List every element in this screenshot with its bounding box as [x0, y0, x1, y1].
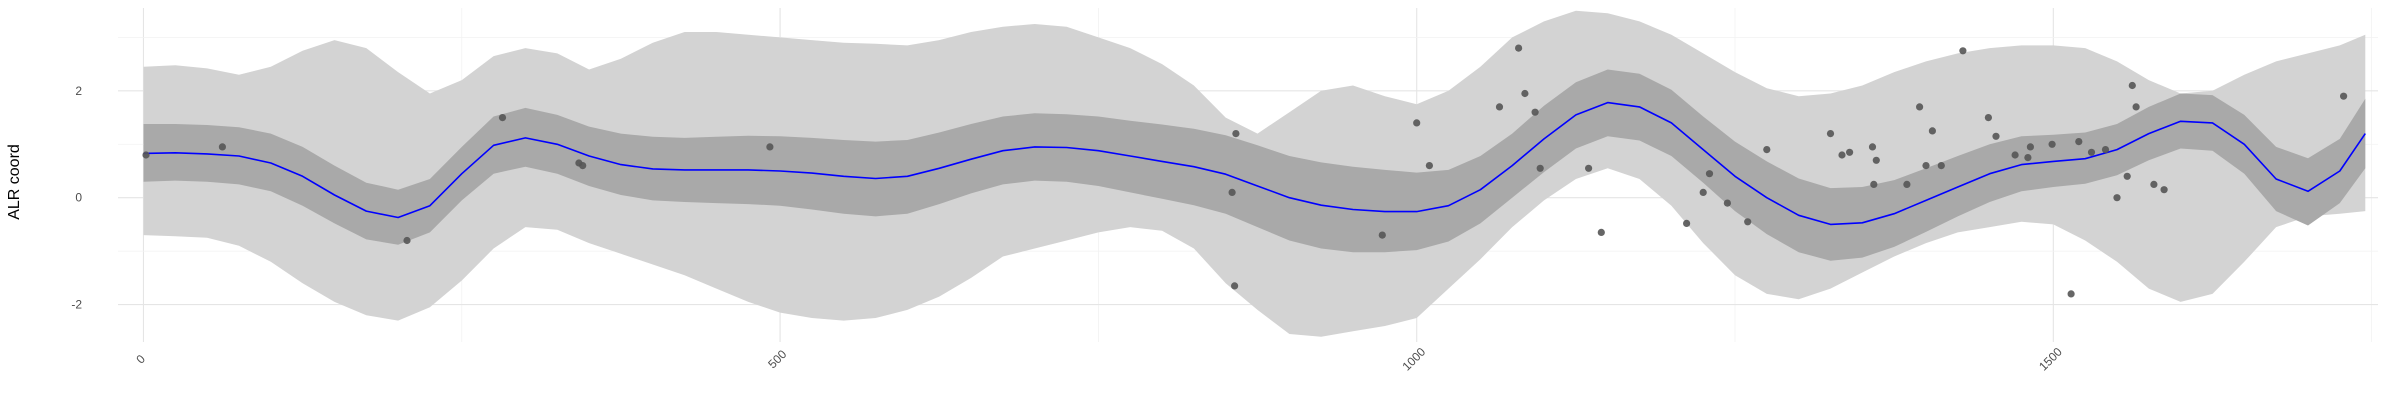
data-point	[1228, 188, 1236, 196]
data-point	[2011, 151, 2019, 159]
data-point	[498, 114, 507, 122]
data-point	[1232, 130, 1240, 138]
data-point	[2340, 92, 2348, 100]
data-point	[2132, 103, 2140, 111]
data-point	[2024, 154, 2032, 162]
data-point	[1928, 127, 1936, 135]
data-point	[1536, 164, 1544, 172]
data-point	[2160, 186, 2168, 194]
x-tick-label: 500	[765, 347, 789, 371]
y-axis-label: ALR coord	[6, 144, 23, 220]
data-point	[2087, 148, 2096, 156]
data-point	[1515, 44, 1523, 52]
data-point	[1231, 282, 1239, 290]
data-point	[2113, 194, 2121, 202]
data-point	[218, 143, 226, 151]
y-tick-label: 2	[75, 84, 82, 98]
data-point	[1838, 151, 1846, 159]
data-point	[1705, 170, 1714, 178]
data-point	[1585, 164, 1593, 172]
data-point	[2128, 81, 2136, 90]
data-point	[1937, 162, 1945, 170]
data-point	[403, 236, 411, 245]
data-point	[1597, 228, 1605, 236]
data-point	[1744, 218, 1752, 226]
data-point	[1992, 132, 2000, 140]
data-point	[579, 162, 587, 170]
x-tick-label: 1000	[1399, 345, 1428, 374]
data-point	[142, 151, 150, 159]
data-point	[2150, 180, 2158, 188]
data-point	[1723, 199, 1731, 207]
data-point	[2123, 172, 2131, 180]
data-point	[1763, 146, 1771, 154]
x-tick-label: 0	[133, 352, 148, 367]
data-point	[1984, 114, 1992, 122]
data-point	[1872, 156, 1880, 164]
mean-line	[143, 101, 2366, 226]
data-point	[1903, 180, 1911, 188]
data-point	[1495, 103, 1504, 111]
data-point	[2101, 146, 2110, 154]
inner-interval-band	[143, 69, 2366, 261]
data-point	[1916, 103, 1924, 111]
mean-line-path	[143, 101, 2366, 226]
data-point	[1531, 108, 1539, 116]
y-axis-ticks: -2 0 2	[71, 84, 82, 312]
y-tick-label: -2	[71, 298, 82, 312]
data-point	[1922, 162, 1930, 170]
data-point	[1959, 47, 1967, 55]
x-axis-ticks: 0 500 1000 1500	[133, 345, 2065, 374]
data-point	[766, 143, 774, 151]
data-point	[1378, 231, 1386, 239]
data-point	[1846, 148, 1854, 156]
data-point	[1425, 162, 1433, 170]
data-point	[2067, 290, 2075, 298]
y-tick-label: 0	[75, 191, 82, 205]
data-point	[1870, 180, 1878, 188]
data-point	[2048, 140, 2056, 148]
data-point	[2026, 143, 2034, 151]
data-point	[1413, 119, 1421, 127]
data-point	[1521, 89, 1529, 98]
x-tick-label: 1500	[2036, 345, 2065, 374]
data-point	[2075, 138, 2083, 146]
data-point	[1699, 188, 1707, 196]
inner-band-area	[143, 69, 2366, 261]
data-point	[1826, 130, 1835, 138]
data-point	[1868, 143, 1877, 151]
data-point	[1683, 219, 1691, 227]
data-points	[142, 44, 2348, 298]
